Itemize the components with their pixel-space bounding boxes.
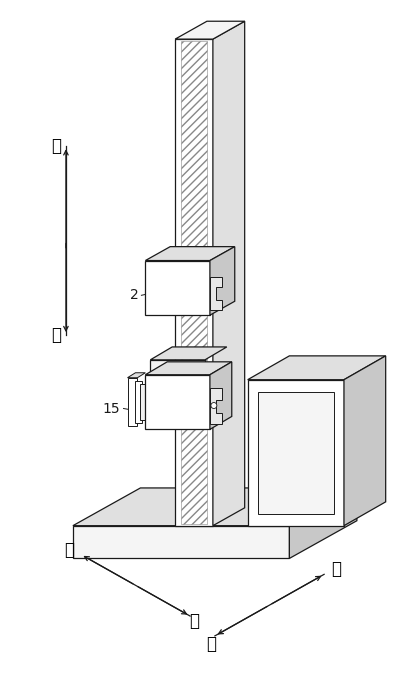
Polygon shape	[141, 383, 145, 421]
Polygon shape	[150, 347, 227, 360]
Text: 右: 右	[64, 541, 74, 558]
Polygon shape	[150, 360, 205, 375]
Polygon shape	[175, 21, 245, 39]
Polygon shape	[127, 378, 137, 427]
Text: 左: 左	[189, 612, 199, 630]
Text: 前: 前	[206, 635, 216, 653]
Polygon shape	[175, 39, 213, 526]
Polygon shape	[344, 356, 385, 526]
Polygon shape	[145, 362, 232, 375]
Polygon shape	[210, 277, 222, 311]
Polygon shape	[210, 387, 222, 425]
Polygon shape	[73, 488, 357, 526]
Polygon shape	[248, 380, 344, 526]
Text: 后: 后	[331, 560, 341, 578]
Polygon shape	[145, 246, 235, 261]
Polygon shape	[258, 392, 334, 514]
Polygon shape	[135, 381, 143, 423]
Text: 下: 下	[51, 326, 61, 344]
Text: 1: 1	[301, 489, 310, 503]
Polygon shape	[289, 488, 357, 558]
Polygon shape	[210, 246, 235, 315]
Polygon shape	[210, 362, 232, 429]
Polygon shape	[73, 526, 289, 558]
Polygon shape	[145, 261, 210, 315]
Text: 15: 15	[103, 402, 121, 416]
Polygon shape	[213, 21, 245, 526]
Polygon shape	[145, 375, 210, 429]
Circle shape	[211, 402, 217, 408]
Polygon shape	[248, 356, 385, 380]
Polygon shape	[127, 373, 145, 378]
Text: 上: 上	[51, 137, 61, 155]
Polygon shape	[181, 41, 207, 524]
Text: 2: 2	[130, 288, 139, 302]
